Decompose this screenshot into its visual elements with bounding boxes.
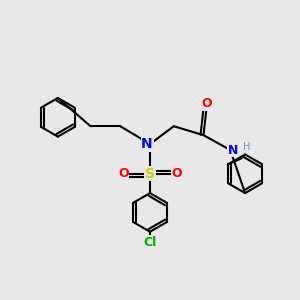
Text: O: O <box>201 98 212 110</box>
Text: N: N <box>141 137 153 151</box>
Text: O: O <box>171 167 182 180</box>
Text: H: H <box>243 142 250 152</box>
Text: Cl: Cl <box>143 236 157 249</box>
Text: S: S <box>145 167 155 181</box>
Text: N: N <box>228 143 238 157</box>
Text: O: O <box>118 167 129 180</box>
